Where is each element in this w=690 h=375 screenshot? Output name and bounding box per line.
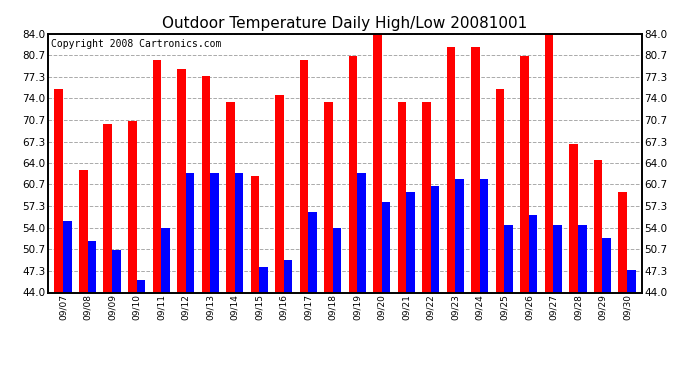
Bar: [63, 221, 72, 292]
Bar: [431, 186, 440, 292]
Bar: [275, 95, 284, 292]
Bar: [161, 228, 170, 292]
Bar: [55, 89, 63, 292]
Bar: [79, 170, 88, 292]
Bar: [406, 192, 415, 292]
Bar: [357, 173, 366, 292]
Bar: [602, 237, 611, 292]
Bar: [397, 102, 406, 292]
Bar: [104, 124, 112, 292]
Text: Copyright 2008 Cartronics.com: Copyright 2008 Cartronics.com: [51, 39, 221, 49]
Bar: [324, 102, 333, 292]
Bar: [210, 173, 219, 292]
Bar: [480, 179, 489, 292]
Bar: [553, 225, 562, 292]
Bar: [520, 56, 529, 292]
Bar: [333, 228, 342, 292]
Bar: [226, 102, 235, 292]
Bar: [569, 144, 578, 292]
Bar: [152, 60, 161, 292]
Bar: [250, 176, 259, 292]
Bar: [471, 47, 480, 292]
Bar: [128, 121, 137, 292]
Bar: [627, 270, 635, 292]
Bar: [618, 192, 627, 292]
Bar: [446, 47, 455, 292]
Bar: [299, 60, 308, 292]
Bar: [496, 89, 504, 292]
Title: Outdoor Temperature Daily High/Low 20081001: Outdoor Temperature Daily High/Low 20081…: [162, 16, 528, 31]
Bar: [529, 215, 538, 292]
Bar: [455, 179, 464, 292]
Bar: [177, 69, 186, 292]
Bar: [259, 267, 268, 292]
Bar: [348, 56, 357, 292]
Bar: [201, 76, 210, 292]
Bar: [504, 225, 513, 292]
Bar: [422, 102, 431, 292]
Bar: [578, 225, 586, 292]
Bar: [382, 202, 391, 292]
Bar: [88, 241, 96, 292]
Bar: [308, 211, 317, 292]
Bar: [112, 251, 121, 292]
Bar: [284, 260, 293, 292]
Bar: [373, 30, 382, 292]
Bar: [186, 173, 194, 292]
Bar: [545, 30, 553, 292]
Bar: [594, 160, 602, 292]
Bar: [235, 173, 244, 292]
Bar: [137, 280, 145, 292]
